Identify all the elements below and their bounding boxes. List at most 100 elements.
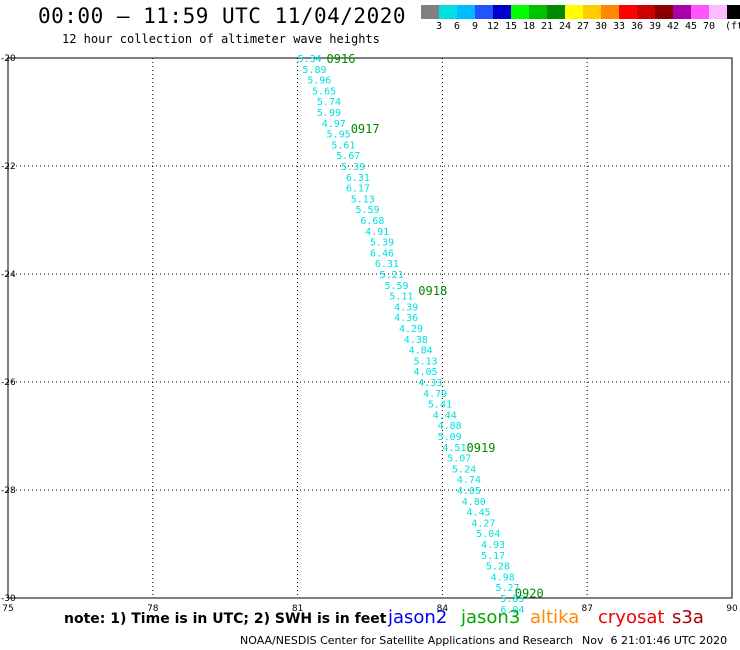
map-frame	[7, 57, 733, 599]
swh-value: 4.44	[433, 410, 457, 421]
swh-value: 5.11	[389, 292, 413, 303]
swh-value: 4.05	[457, 486, 481, 497]
legend-tick-label: 6	[453, 21, 461, 32]
swh-value: 5.28	[486, 562, 510, 573]
x-tick-label: 81	[292, 604, 303, 614]
swh-value: 5.65	[312, 86, 336, 97]
swh-value: 4.27	[471, 518, 495, 529]
satellite-label-jason3: jason3	[461, 607, 521, 628]
timestamp: Nov 6 21:01:46 UTC 2020	[582, 634, 728, 647]
swh-value: 5.17	[481, 551, 505, 562]
swh-value: 5.96	[307, 76, 331, 87]
legend-swatch	[673, 5, 691, 19]
swh-value: 5.39	[370, 238, 394, 249]
legend-swatch	[529, 5, 547, 19]
swh-value: 5.39	[341, 162, 365, 173]
swh-value: 4.45	[467, 508, 491, 519]
pass-time-label: 0920	[515, 587, 544, 601]
legend-tick-label: 42	[666, 21, 680, 32]
swh-value: 6.17	[346, 184, 370, 195]
swh-value: 4.97	[322, 119, 346, 130]
swh-value: 5.95	[327, 130, 351, 141]
swh-value: 4.33	[418, 378, 442, 389]
x-tick-label: 90	[726, 604, 738, 614]
swh-value: 5.09	[438, 432, 462, 443]
swh-value: 4.84	[409, 346, 433, 357]
pass-time-label: 0916	[327, 52, 356, 66]
swh-value: 5.74	[317, 97, 341, 108]
legend-swatch	[565, 5, 583, 19]
swh-value: 4.79	[423, 389, 447, 400]
swh-value: 5.04	[476, 529, 500, 540]
legend-tick-label: 15	[504, 21, 518, 32]
y-tick-label: -30	[1, 594, 16, 604]
satellite-label-altika: altika	[530, 607, 580, 628]
swh-value: 4.80	[462, 497, 486, 508]
x-tick-label: 84	[437, 604, 449, 614]
swh-value: 4.51	[442, 443, 466, 454]
swh-value: 4.36	[394, 313, 418, 324]
swh-value: 6.04	[500, 605, 524, 616]
legend-swatch	[637, 5, 655, 19]
satellite-label-jason2: jason2	[388, 607, 448, 628]
legend-tick-label: 30	[594, 21, 608, 32]
pass-time-label: 0917	[351, 122, 380, 136]
chart-subtitle: 12 hour collection of altimeter wave hei…	[62, 32, 380, 46]
legend-tick-label: 12	[486, 21, 500, 32]
swh-value: 5.24	[452, 464, 476, 475]
legend-swatch	[583, 5, 601, 19]
x-tick-label: 87	[581, 604, 592, 614]
swh-value: 4.38	[404, 335, 428, 346]
y-tick-label: -24	[1, 270, 16, 280]
legend-tick-label: 45	[684, 21, 698, 32]
legend-swatch	[511, 5, 529, 19]
legend-tick-label: 70	[702, 21, 716, 32]
satellite-label-s3a: s3a	[672, 607, 704, 628]
legend-swatch	[691, 5, 709, 19]
legend-tick-label: 27	[576, 21, 590, 32]
swh-value: 5.99	[317, 108, 341, 119]
swh-value: 5.07	[447, 454, 471, 465]
swh-value: 4.29	[399, 324, 423, 335]
swh-value: 5.41	[428, 400, 452, 411]
x-tick-label: 78	[147, 604, 159, 614]
y-tick-label: -22	[1, 162, 16, 172]
legend-swatch	[493, 5, 511, 19]
legend-swatch	[619, 5, 637, 19]
swh-value: 5.61	[331, 140, 355, 151]
legend-swatch	[547, 5, 565, 19]
legend-tick-label: 39	[648, 21, 662, 32]
legend-swatch	[655, 5, 673, 19]
swh-value: 5.13	[413, 356, 437, 367]
swh-value: 6.68	[360, 216, 384, 227]
swh-value: 4.88	[438, 421, 462, 432]
swh-value: 4.98	[491, 572, 515, 583]
swh-value: 4.05	[413, 367, 437, 378]
legend-tick-label: 9	[471, 21, 479, 32]
footer-note: note: 1) Time is in UTC; 2) SWH is in fe…	[64, 611, 387, 627]
legend-tick-label: 33	[612, 21, 626, 32]
satellite-label-cryosat: cryosat	[598, 607, 665, 628]
legend-tick-label: 18	[522, 21, 536, 32]
swh-value: 5.89	[302, 65, 326, 76]
chart-title: 00:00 – 11:59 UTC 11/04/2020	[38, 4, 407, 28]
pass-time-label: 0918	[418, 284, 447, 298]
legend-swatch	[727, 5, 740, 19]
y-tick-label: -20	[1, 54, 16, 64]
swh-value: 5.34	[298, 54, 322, 65]
swh-value: 6.46	[370, 248, 394, 259]
legend-swatch	[475, 5, 493, 19]
swh-value: 5.21	[380, 270, 404, 281]
y-tick-label: -28	[1, 486, 16, 496]
legend-tick-label: 24	[558, 21, 572, 32]
swh-value: 4.39	[394, 302, 418, 313]
swh-value: 5.59	[356, 205, 380, 216]
legend-swatch	[421, 5, 439, 19]
legend-unit: (ft)	[724, 21, 740, 32]
swh-value: 5.85	[500, 594, 524, 605]
legend-swatch	[601, 5, 619, 19]
legend-tick-label: 3	[435, 21, 443, 32]
credit-text: NOAA/NESDIS Center for Satellite Applica…	[240, 634, 574, 647]
